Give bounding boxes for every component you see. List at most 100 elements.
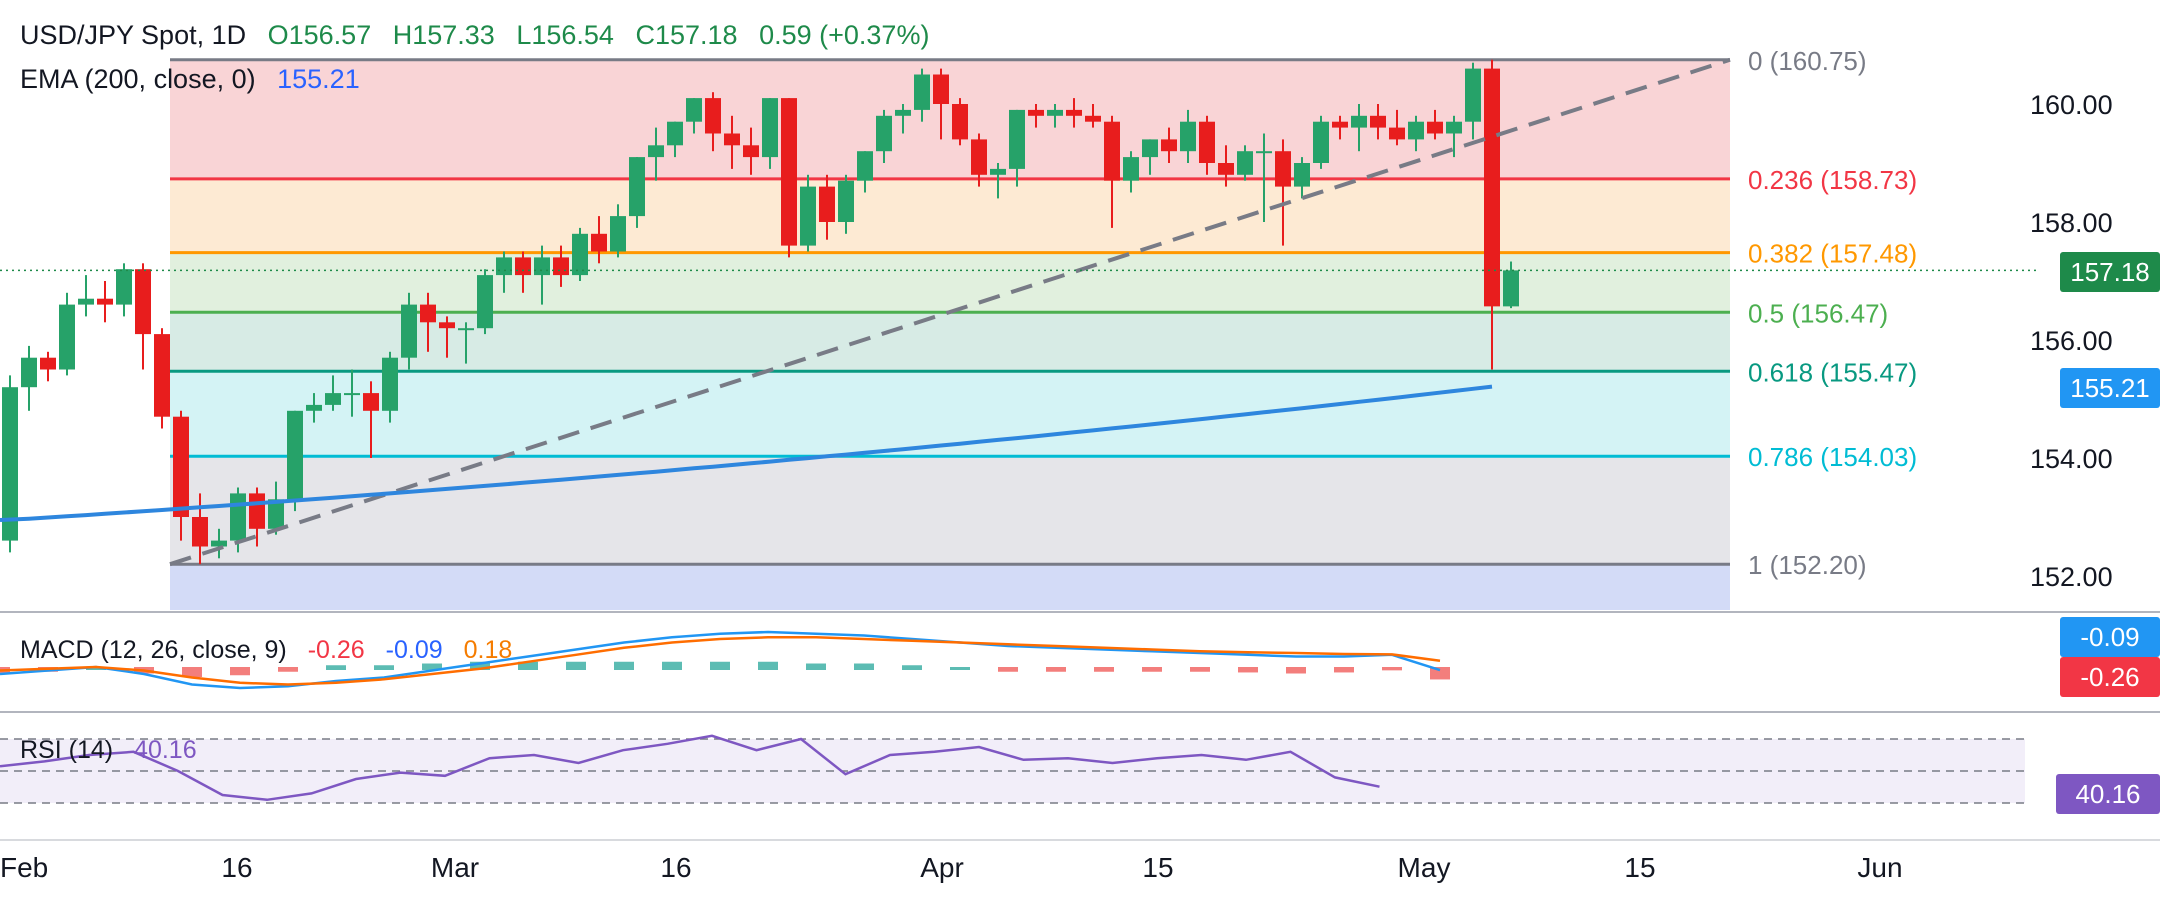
- candle-body: [230, 493, 246, 541]
- fib-label: 1 (152.20): [1748, 550, 1867, 580]
- candle-body: [439, 322, 455, 329]
- candle-body: [40, 357, 56, 370]
- candle-body: [1161, 139, 1177, 152]
- candle-body: [1332, 121, 1348, 128]
- macd-hist-value: -0.26: [307, 636, 365, 664]
- x-tick-label: Mar: [431, 852, 479, 883]
- ema-price-box: 155.21: [2060, 368, 2160, 408]
- last-price-box: 157.18: [2060, 252, 2160, 292]
- candle-body: [895, 109, 911, 116]
- candle-body: [933, 74, 949, 104]
- candle-body: [1199, 121, 1215, 163]
- candle-body: [534, 257, 550, 276]
- candle-body: [629, 157, 645, 217]
- macd-histogram-bar: [1382, 667, 1402, 671]
- candle-body: [477, 275, 493, 329]
- symbol-label: USD/JPY Spot, 1D: [20, 20, 247, 50]
- candlesticks: [2, 59, 1519, 565]
- candle-body: [1180, 121, 1196, 152]
- candle-body: [1256, 151, 1272, 154]
- x-tick-label: Apr: [920, 852, 964, 883]
- candle-body: [154, 334, 170, 417]
- candle-body: [1503, 270, 1519, 307]
- y-tick-label: 156.00: [2030, 326, 2113, 356]
- candle-body: [1237, 151, 1253, 175]
- candle-body: [1484, 68, 1500, 307]
- candle-body: [97, 298, 113, 305]
- fib-label: 0.618 (155.47): [1748, 357, 1917, 387]
- candle-body: [838, 180, 854, 222]
- candle-body: [420, 304, 436, 323]
- candle-body: [325, 393, 341, 405]
- candle-body: [1294, 163, 1310, 187]
- candle-body: [382, 357, 398, 411]
- ema-value: 155.21: [277, 64, 360, 94]
- overlays: [0, 57, 2040, 567]
- rsi-box: 40.16: [2056, 774, 2160, 814]
- close-value: C157.18: [635, 20, 738, 50]
- macd-histogram-bar: [1334, 667, 1354, 673]
- candle-body: [1104, 121, 1120, 181]
- candle-body: [819, 186, 835, 222]
- candle-body: [1142, 139, 1158, 158]
- candle-body: [1313, 121, 1329, 163]
- candle-body: [876, 115, 892, 152]
- macd-histogram-bar: [902, 665, 922, 670]
- candle-body: [743, 145, 759, 158]
- candle-body: [401, 304, 417, 358]
- macd-value: -0.09: [385, 636, 443, 664]
- y-tick-label: 154.00: [2030, 444, 2113, 474]
- candle-body: [306, 404, 322, 411]
- y-tick-label: 158.00: [2030, 208, 2113, 238]
- candle-body: [116, 269, 132, 305]
- fib-label: 0 (160.75): [1748, 46, 1867, 76]
- low-value: L156.54: [516, 20, 614, 50]
- macd-histogram-bar: [806, 663, 826, 670]
- trend-line: [169, 57, 1731, 567]
- candle-body: [458, 328, 474, 331]
- candle-body: [496, 257, 512, 276]
- candle-body: [344, 393, 360, 396]
- fibonacci-bands: 0 (160.75) 0.236 (158.73) 0.382 (157.48) 0.…: [170, 46, 1917, 610]
- macd-price-box: -0.09: [2060, 617, 2160, 657]
- candle-body: [1123, 157, 1139, 181]
- rsi-label: RSI (14): [20, 736, 114, 764]
- macd-histogram-bar: [758, 661, 778, 670]
- rsi-line: [0, 734, 1380, 802]
- y-tick-label: 160.00: [2030, 90, 2113, 120]
- ema-label: EMA (200, close, 0): [20, 64, 256, 94]
- candle-body: [610, 216, 626, 252]
- macd-histogram-bar: [374, 665, 394, 670]
- macd-histogram-bar: [422, 663, 442, 670]
- candle-body: [648, 145, 664, 158]
- candle-body: [591, 233, 607, 252]
- candle-body: [1408, 121, 1424, 140]
- candle-body: [2, 387, 18, 541]
- macd-histogram-bar: [326, 665, 346, 670]
- open-value: O156.57: [267, 20, 372, 50]
- macd-histogram-bar: [1430, 667, 1450, 680]
- candle-body: [971, 139, 987, 175]
- candle-body: [1446, 121, 1462, 134]
- candle-body: [1028, 109, 1044, 116]
- candle-body: [724, 133, 740, 146]
- candle-body: [173, 416, 189, 517]
- macd-histogram-bar: [1094, 667, 1114, 672]
- macd-histogram-bar: [1286, 667, 1306, 674]
- candle-body: [1275, 151, 1291, 187]
- macd-histogram-bar: [1190, 667, 1210, 672]
- candle-body: [952, 104, 968, 140]
- fib-band: [170, 252, 1730, 313]
- x-tick-label: 16: [221, 852, 252, 883]
- candle-body: [211, 540, 227, 547]
- macd-header: MACD (12, 26, close, 9) -0.26 -0.09 0.18: [20, 636, 526, 665]
- macd-histogram-bar: [1046, 667, 1066, 672]
- macd-histogram-bar: [278, 667, 298, 672]
- candle-body: [1370, 115, 1386, 128]
- candle-body: [1465, 68, 1481, 122]
- candle-body: [667, 121, 683, 146]
- candle-body: [1351, 115, 1367, 128]
- macd-histogram-bar: [1238, 667, 1258, 673]
- macd-histogram-bar: [710, 661, 730, 670]
